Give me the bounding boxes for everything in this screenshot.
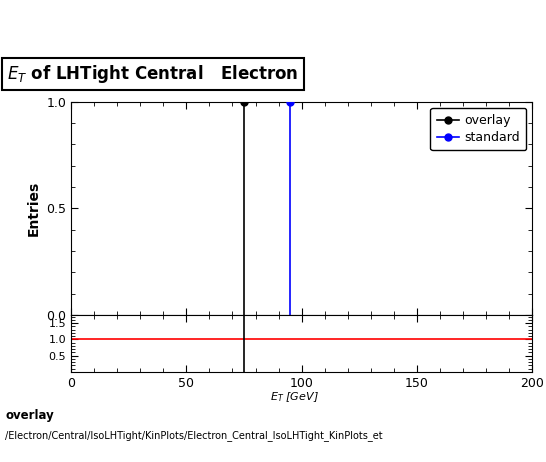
Text: /Electron/Central/IsoLHTight/KinPlots/Electron_Central_IsoLHTight_KinPlots_et: /Electron/Central/IsoLHTight/KinPlots/El… <box>5 430 383 441</box>
Text: $E_T$ [GeV]: $E_T$ [GeV] <box>270 390 319 404</box>
Legend: overlay, standard: overlay, standard <box>430 108 526 150</box>
Text: overlay: overlay <box>5 409 54 422</box>
Text: $E_T$ of LHTight Central   Electron: $E_T$ of LHTight Central Electron <box>8 63 299 85</box>
Y-axis label: Entries: Entries <box>27 181 40 236</box>
